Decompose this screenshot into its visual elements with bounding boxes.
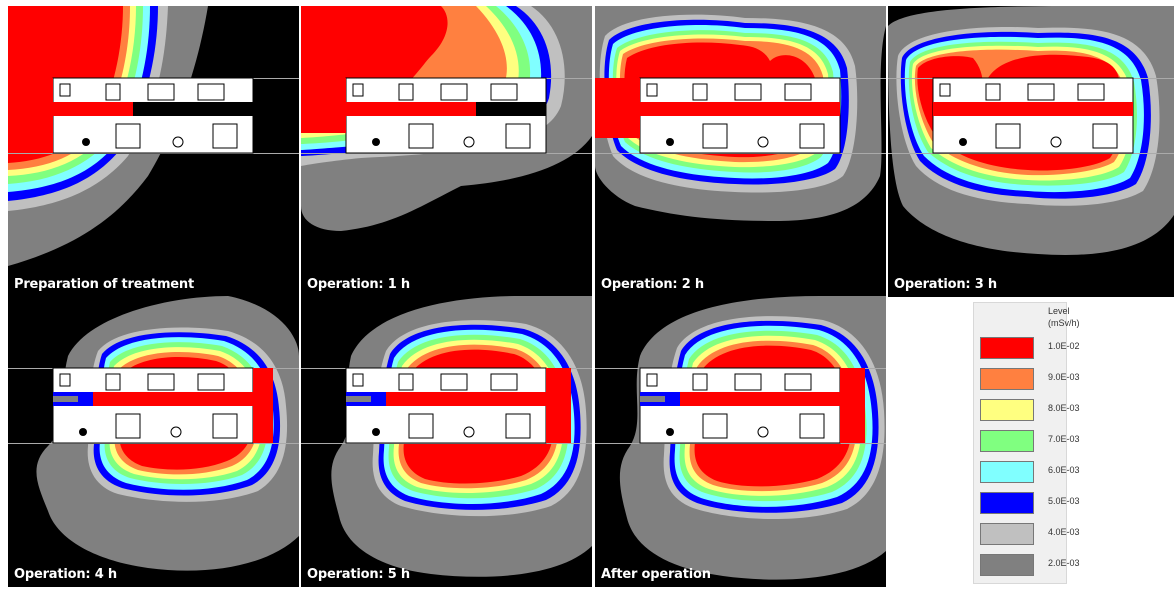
dose-map-panel-preparation: Preparation of treatment: [8, 6, 299, 297]
dose-map-panel-2h: Operation: 2 h: [595, 6, 886, 297]
legend-swatch: [980, 430, 1034, 452]
legend-label: 9.0E-03: [1048, 372, 1080, 382]
dose-map-panel-4h: Operation: 4 h: [8, 296, 299, 587]
dose-map: [301, 296, 592, 577]
legend-swatch: [980, 368, 1034, 390]
legend-label: 6.0E-03: [1048, 465, 1080, 475]
legend-title-line1: Level: [1048, 306, 1070, 316]
legend-swatch: [980, 399, 1034, 421]
legend-swatch: [980, 492, 1034, 514]
legend-item: 4.0E-03: [980, 523, 1080, 545]
legend-swatch: [980, 523, 1034, 545]
legend-label: 5.0E-03: [1048, 496, 1080, 506]
legend-item: 8.0E-03: [980, 399, 1080, 421]
panel-caption: Operation: 4 h: [14, 567, 117, 582]
dose-map-panel-3h: Operation: 3 h: [888, 6, 1174, 297]
panel-caption: Operation: 5 h: [307, 567, 410, 582]
legend-swatch: [980, 461, 1034, 483]
dose-map-panel-after: After operation: [595, 296, 886, 587]
dose-map: [888, 6, 1174, 255]
legend-title-unit: (mSv/h): [1048, 318, 1080, 328]
legend-label: 4.0E-03: [1048, 527, 1080, 537]
legend-item: 2.0E-03: [980, 554, 1080, 576]
legend-swatch: [980, 554, 1034, 576]
legend-label: 8.0E-03: [1048, 403, 1080, 413]
panel-caption: After operation: [601, 567, 711, 582]
panel-caption: Operation: 2 h: [601, 277, 704, 292]
legend-label: 7.0E-03: [1048, 434, 1080, 444]
dose-level-legend: Level (mSv/h) 1.0E-02 9.0E-03 8.0E-03 7.…: [973, 302, 1080, 584]
dose-map: [595, 296, 886, 580]
panel-caption: Preparation of treatment: [14, 277, 194, 292]
legend-label: 2.0E-03: [1048, 558, 1080, 568]
dose-map: [595, 6, 886, 221]
dose-map: [301, 6, 592, 231]
legend-item: 7.0E-03: [980, 430, 1080, 452]
legend-item: 6.0E-03: [980, 461, 1080, 483]
legend-label: 1.0E-02: [1048, 341, 1080, 351]
legend-item: 1.0E-02: [980, 337, 1080, 359]
legend-item: 9.0E-03: [980, 368, 1080, 390]
legend-item: 5.0E-03: [980, 492, 1080, 514]
dose-map: [8, 6, 299, 266]
legend-swatch: [980, 337, 1034, 359]
panel-caption: Operation: 3 h: [894, 277, 997, 292]
dose-map: [8, 296, 299, 571]
legend-title: Level (mSv/h): [1048, 305, 1088, 329]
dose-map-panel-5h: Operation: 5 h: [301, 296, 592, 587]
panel-caption: Operation: 1 h: [307, 277, 410, 292]
dose-map-panel-1h: Operation: 1 h: [301, 6, 592, 297]
